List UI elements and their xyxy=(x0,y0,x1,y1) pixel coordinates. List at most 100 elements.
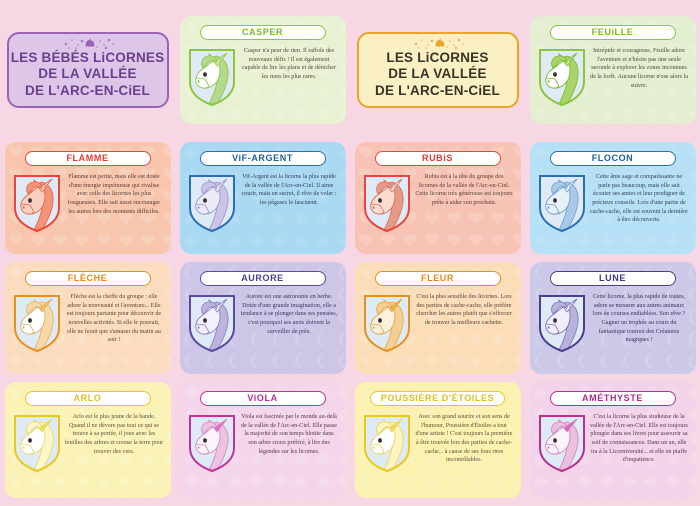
card-title-pill: CASPER xyxy=(199,25,326,40)
card-description: Rubis est à la tête du groupe des licorn… xyxy=(415,174,513,206)
card-body: Intrépide et courageuse, Feuille adore l… xyxy=(530,40,696,124)
unicorn-crest-shield xyxy=(538,49,585,107)
card-description: C'est la licorne la plus studieuse de la… xyxy=(590,414,688,464)
card-body: Avec son grand sourire et son sens de l'… xyxy=(355,406,521,498)
unicorn-crest-shield xyxy=(538,175,585,233)
card-description: Cette licorne, la plus rapide de toutes,… xyxy=(592,294,686,344)
card-description: Intrépide et courageuse, Feuille adore l… xyxy=(590,48,688,89)
card-title: LUNE xyxy=(599,273,626,283)
grid-cell: RUBiS Rubis est à la tête du groupe des l… xyxy=(350,142,525,254)
card-description: Aurore est une astronome en herbe. Dotée… xyxy=(240,294,338,335)
card-row: LES BÉBÉS LiCORNES DE LA VALLÉE DE L'ARC-E… xyxy=(0,16,700,124)
card-title: POUSSIÈRE D'ÉTOILES xyxy=(380,393,495,403)
card-crest xyxy=(361,171,413,250)
grid-cell: AURORE Aurore est une astronome en herbe.… xyxy=(175,262,350,374)
card-crest xyxy=(186,411,238,494)
grid-cell: FEUiLLE Intrépide et courageuse, Feuille … xyxy=(525,16,700,124)
grid-cell: ViF-ARGENT Vif-Argent est la licorne la p… xyxy=(175,142,350,254)
card-title-pill: AURORE xyxy=(199,271,326,286)
card-title-pill: POUSSIÈRE D'ÉTOILES xyxy=(369,391,506,406)
card-description: Arlo est le plus jeune de la bande. Quan… xyxy=(64,414,164,455)
card-title-pill: ViOLA xyxy=(199,391,326,406)
card-description: Viola est fascinée par le monde au-delà … xyxy=(240,414,337,455)
grid-cell: POUSSIÈRE D'ÉTOILES Avec son grand sourir… xyxy=(350,382,525,498)
card-poussiere-detoiles: POUSSIÈRE D'ÉTOILES Avec son grand sourir… xyxy=(354,382,521,498)
unicorn-crest-shield xyxy=(363,175,410,233)
card-flamme: FLAMME Flamme est petite, mais elle est d… xyxy=(4,142,171,254)
card-crest xyxy=(361,411,413,494)
card-body: Cette âme sage et compatissante ne parle… xyxy=(530,166,696,254)
card-crest xyxy=(361,291,413,370)
grid-cell: FLAMME Flamme est petite, mais elle est d… xyxy=(0,142,175,254)
card-title: FEUiLLE xyxy=(591,27,634,37)
grid-cell: LES BÉBÉS LiCORNES DE LA VALLÉE DE L'ARC-E… xyxy=(0,16,175,124)
card-description: C'est la plus sensible des licornes. Lor… xyxy=(416,294,512,326)
card-title: ViF-ARGENT xyxy=(232,153,293,163)
card-title: FLOCON xyxy=(591,153,634,163)
card-body: Flamme est petite, mais elle est dotée d… xyxy=(5,166,171,254)
card-title: AMÉTHYSTE xyxy=(582,393,643,403)
grid-cell: LES LiCORNES DE LA VALLÉE DE L'ARC-EN-CiEL xyxy=(350,16,525,124)
card-row: FLÈCHE Flèche est la cheffe du groupe : e… xyxy=(0,262,700,374)
card-crest xyxy=(186,45,238,120)
card-fleche: FLÈCHE Flèche est la cheffe du groupe : e… xyxy=(4,262,171,374)
card-arlo: ARLO Arlo est le plus jeune de la bande. … xyxy=(4,382,171,498)
card-flocon: FLOCON Cette âme sage et compatissante ne… xyxy=(529,142,696,254)
unicorn-crest-shield xyxy=(188,415,235,473)
unicorn-crest-shield xyxy=(13,175,60,233)
card-aurore: AURORE Aurore est une astronome en herbe.… xyxy=(179,262,346,374)
grid-cell: FLEUR C'est la plus sensible des licornes… xyxy=(350,262,525,374)
card-crest xyxy=(536,291,588,370)
grid-cell: AMÉTHYSTE C'est la licorne la plus studie… xyxy=(525,382,700,498)
card-title-pill: FEUiLLE xyxy=(549,25,676,40)
card-title-pill: FLEUR xyxy=(374,271,501,286)
card-title: FLEUR xyxy=(421,273,454,283)
card-amethyste: AMÉTHYSTE C'est la licorne la plus studie… xyxy=(529,382,696,498)
card-body: Rubis est à la tête du groupe des licorn… xyxy=(355,166,521,254)
card-title-pill: FLÈCHE xyxy=(24,271,151,286)
card-body: C'est la plus sensible des licornes. Lor… xyxy=(355,286,521,374)
card-title-pill: LUNE xyxy=(549,271,676,286)
banner-bebes: LES BÉBÉS LiCORNES DE LA VALLÉE DE L'ARC-E… xyxy=(6,32,169,108)
card-title: RUBiS xyxy=(421,153,453,163)
card-body: Arlo est le plus jeune de la bande. Quan… xyxy=(5,406,171,498)
grid-cell: ARLO Arlo est le plus jeune de la bande. … xyxy=(0,382,175,498)
card-crest xyxy=(11,171,63,250)
card-feuille: FEUiLLE Intrépide et courageuse, Feuille … xyxy=(529,16,696,124)
banner-licornes: LES LiCORNES DE LA VALLÉE DE L'ARC-EN-CiEL xyxy=(356,32,519,108)
card-row: FLAMME Flamme est petite, mais elle est d… xyxy=(0,142,700,254)
card-rubis: RUBiS Rubis est à la tête du groupe des l… xyxy=(354,142,521,254)
unicorn-crest-shield xyxy=(188,295,235,353)
banner-title-line: LES BÉBÉS LiCORNES xyxy=(10,49,165,65)
unicorn-sparkle-icon xyxy=(414,38,464,50)
card-fleur: FLEUR C'est la plus sensible des licornes… xyxy=(354,262,521,374)
card-title-pill: FLAMME xyxy=(24,151,151,166)
card-title: ARLO xyxy=(73,393,102,403)
grid-cell: LUNE Cette licorne, la plus rapide de tou… xyxy=(525,262,700,374)
card-title-pill: ARLO xyxy=(24,391,151,406)
card-body: Flèche est la cheffe du groupe : elle ad… xyxy=(5,286,171,374)
card-title: ViOLA xyxy=(247,393,278,403)
grid-cell: FLÈCHE Flèche est la cheffe du groupe : e… xyxy=(0,262,175,374)
card-title-pill: AMÉTHYSTE xyxy=(549,391,676,406)
grid-cell: ViOLA Viola est fascinée par le monde au-… xyxy=(175,382,350,498)
card-title: FLAMME xyxy=(66,153,109,163)
card-body: Viola est fascinée par le monde au-delà … xyxy=(180,406,346,498)
card-body: C'est la licorne la plus studieuse de la… xyxy=(530,406,696,498)
card-title: CASPER xyxy=(241,27,284,37)
card-crest xyxy=(11,411,63,494)
unicorn-crest-shield xyxy=(363,295,410,353)
card-body: Cette licorne, la plus rapide de toutes,… xyxy=(530,286,696,374)
unicorn-crest-shield xyxy=(13,295,60,353)
card-title: FLÈCHE xyxy=(67,273,108,283)
grid-cell: FLOCON Cette âme sage et compatissante ne… xyxy=(525,142,700,254)
card-body: Casper n'a peur de rien. Il raffole des … xyxy=(180,40,346,124)
banner-title-line: LES LiCORNES xyxy=(386,49,489,65)
card-description: Casper n'a peur de rien. Il raffole des … xyxy=(242,48,336,80)
card-description: Cette âme sage et compatissante ne parle… xyxy=(590,174,688,224)
card-crest xyxy=(536,171,588,250)
unicorn-sparkle-icon xyxy=(64,38,114,50)
unicorn-crest-shield xyxy=(188,175,235,233)
card-title-pill: RUBiS xyxy=(374,151,501,166)
